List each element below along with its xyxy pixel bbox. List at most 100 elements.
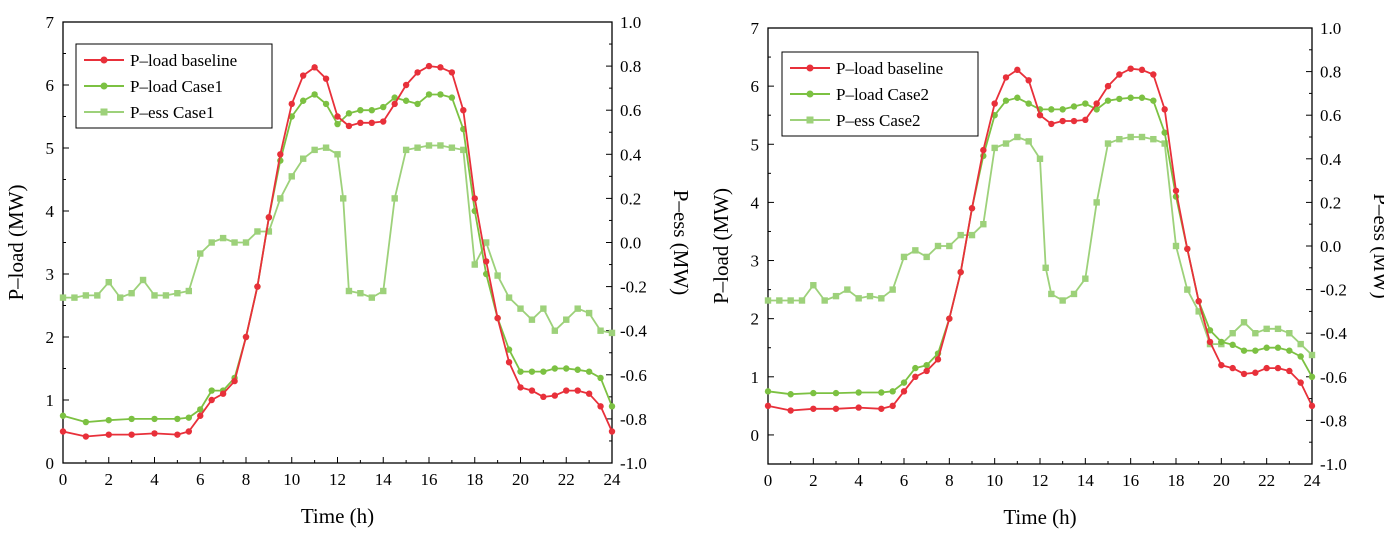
data-point-ess <box>1240 319 1248 326</box>
data-point-case <box>1252 347 1259 354</box>
data-point-case <box>608 403 616 410</box>
y-right-tick-label: 0.8 <box>620 57 641 76</box>
data-point-ess <box>844 286 851 293</box>
data-point-case <box>585 368 593 375</box>
x-tick-label: 4 <box>150 470 159 489</box>
data-point-ess <box>162 292 170 299</box>
data-point-case <box>878 389 885 396</box>
y-left-tick-label: 4 <box>46 202 55 221</box>
data-point-ess <box>912 247 919 254</box>
data-point-case <box>1093 106 1100 113</box>
data-point-baseline <box>1218 361 1225 369</box>
data-point-baseline <box>1206 338 1214 346</box>
data-point-baseline <box>242 333 250 341</box>
data-point-case <box>810 389 817 397</box>
data-point-case <box>197 406 204 413</box>
data-point-case <box>82 418 90 426</box>
data-point-baseline <box>208 396 215 404</box>
data-point-ess <box>1002 140 1010 147</box>
data-point-case <box>1127 94 1134 101</box>
data-point-ess <box>425 142 433 149</box>
y-right-tick-label: 0.2 <box>620 189 641 208</box>
data-point-ess <box>991 144 998 152</box>
y-right-tick-label: -0.4 <box>1320 324 1347 343</box>
y-left-tick-label: 5 <box>751 135 760 154</box>
data-point-baseline <box>1104 82 1112 90</box>
data-point-case <box>414 100 421 108</box>
y-left-tick-label: 5 <box>46 139 55 158</box>
data-point-case <box>299 97 307 104</box>
data-point-case <box>1150 97 1157 104</box>
y-right-tick-label: -1.0 <box>1320 455 1347 474</box>
data-point-baseline <box>414 69 421 76</box>
data-point-ess <box>798 297 806 304</box>
data-point-baseline <box>334 113 341 120</box>
series-ess <box>764 133 1316 359</box>
y-left-tick-label: 6 <box>751 77 760 96</box>
x-tick-label: 24 <box>1304 471 1322 490</box>
data-point-case <box>889 388 896 395</box>
y-right-tick-label: 0.6 <box>620 101 641 120</box>
data-point-baseline <box>128 431 135 438</box>
data-point-ess <box>59 294 67 301</box>
data-point-case <box>1059 106 1066 113</box>
data-point-case <box>174 415 181 423</box>
data-point-baseline <box>1036 112 1044 119</box>
data-point-case <box>357 107 364 114</box>
data-point-ess <box>345 287 353 295</box>
data-point-ess <box>448 144 456 151</box>
data-point-case <box>1082 100 1089 107</box>
legend-label-case: P–load Case2 <box>836 85 929 104</box>
y-right-tick-label: 0.0 <box>1320 237 1341 256</box>
data-point-case <box>517 368 524 375</box>
data-point-case <box>391 94 398 101</box>
y-right-tick-label: -1.0 <box>620 454 647 473</box>
data-point-baseline <box>923 367 930 375</box>
data-point-baseline <box>471 195 478 202</box>
x-tick-label: 24 <box>604 470 622 489</box>
legend-item-case: P–load Case2 <box>790 85 929 104</box>
data-point-baseline <box>1127 65 1134 72</box>
x-tick-label: 16 <box>421 470 438 489</box>
data-point-ess <box>1297 340 1304 348</box>
data-point-baseline <box>1002 74 1010 81</box>
data-point-ess <box>1048 290 1055 298</box>
data-point-case <box>322 100 330 108</box>
data-point-baseline <box>345 122 353 130</box>
data-point-case <box>1138 94 1146 101</box>
data-point-baseline <box>1297 379 1304 386</box>
series-line-ess <box>768 136 1313 356</box>
y-axis-right-label: P–ess (MW) <box>669 190 693 296</box>
legend-label-case: P–load Case1 <box>130 77 223 96</box>
data-point-ess <box>1172 242 1180 250</box>
x-tick-label: 22 <box>558 470 575 489</box>
data-point-ess <box>889 286 896 293</box>
data-point-ess <box>128 290 135 297</box>
y-left-tick-label: 4 <box>751 193 760 212</box>
data-point-ess <box>340 195 347 202</box>
data-point-ess <box>608 329 616 337</box>
data-point-baseline <box>460 107 467 114</box>
data-point-ess <box>288 173 295 180</box>
data-point-ess <box>597 327 604 334</box>
data-point-baseline <box>265 214 273 221</box>
data-point-baseline <box>787 407 794 414</box>
data-point-ess <box>528 316 536 323</box>
data-point-ess <box>71 294 78 301</box>
legend-item-ess: P–ess Case1 <box>84 103 215 122</box>
y-axis-left: 0 1 2 3 4 5 6 7 <box>46 13 69 473</box>
data-point-baseline <box>1161 106 1168 113</box>
data-point-baseline <box>425 62 433 70</box>
legend-label-baseline: P–load baseline <box>130 51 237 70</box>
data-point-baseline <box>185 428 193 435</box>
x-tick-label: 10 <box>986 471 1003 490</box>
data-point-ess <box>116 294 124 301</box>
data-point-ess <box>242 239 250 246</box>
data-point-ess <box>1070 290 1078 298</box>
x-tick-label: 2 <box>809 471 818 490</box>
x-tick-label: 22 <box>1258 471 1275 490</box>
data-point-case <box>551 365 559 372</box>
data-point-ess <box>1059 297 1066 304</box>
data-point-baseline <box>1116 71 1123 78</box>
data-point-baseline <box>357 119 364 127</box>
